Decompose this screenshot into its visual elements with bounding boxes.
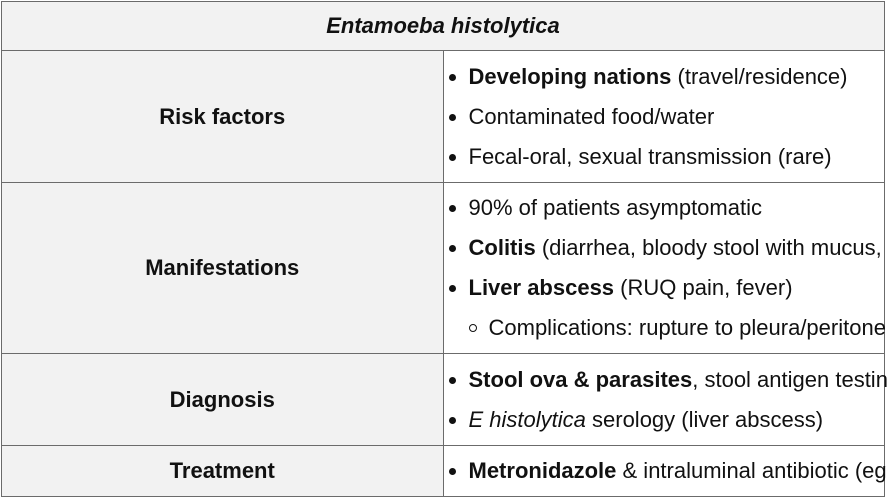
bullet-icon bbox=[448, 153, 456, 161]
row-label-manifestations: Manifestations bbox=[1, 182, 444, 354]
bullet-icon bbox=[448, 285, 456, 292]
treatment-content: Metronidazole & intraluminal antibiotic … bbox=[442, 445, 887, 497]
bullet-icon bbox=[448, 468, 456, 475]
list-item: Liver abscess (RUQ pain, fever) bbox=[444, 268, 885, 308]
hollow-bullet-icon bbox=[468, 324, 477, 332]
row-diagnosis: Diagnosis Stool ova & parasites, stool a… bbox=[1, 353, 887, 446]
row-treatment: Treatment Metronidazole & intraluminal a… bbox=[1, 445, 887, 497]
list-item: Stool ova & parasites, stool antigen tes… bbox=[444, 360, 887, 400]
bullet-icon bbox=[448, 73, 456, 81]
row-manifestations: Manifestations 90% of patients asymptoma… bbox=[1, 182, 887, 354]
list-item: Developing nations (travel/residence) bbox=[444, 57, 885, 97]
row-label-risk-factors: Risk factors bbox=[1, 50, 444, 183]
title-row: Entamoeba histolytica bbox=[1, 1, 885, 51]
diagnosis-content: Stool ova & parasites, stool antigen tes… bbox=[442, 353, 887, 446]
sub-list-item: Complications: rupture to pleura/periton… bbox=[444, 308, 887, 348]
list-item: Colitis (diarrhea, bloody stool with muc… bbox=[444, 228, 887, 268]
bullet-icon bbox=[448, 113, 456, 121]
bullet-icon bbox=[448, 416, 456, 424]
manifestations-content: 90% of patients asymptomatic Colitis (di… bbox=[442, 182, 887, 354]
row-risk-factors: Risk factors Developing nations (travel/… bbox=[1, 50, 885, 183]
list-item: 90% of patients asymptomatic bbox=[444, 188, 885, 228]
table-title: Entamoeba histolytica bbox=[1, 1, 885, 51]
row-label-diagnosis: Diagnosis bbox=[1, 353, 444, 446]
list-item: Contaminated food/water bbox=[444, 97, 885, 137]
bullet-icon bbox=[448, 205, 456, 212]
list-item: Metronidazole & intraluminal antibiotic … bbox=[444, 451, 887, 491]
risk-factors-content: Developing nations (travel/residence) Co… bbox=[442, 50, 885, 183]
row-label-treatment: Treatment bbox=[1, 445, 444, 497]
list-item: E histolytica serology (liver abscess) bbox=[444, 400, 885, 440]
list-item: Fecal-oral, sexual transmission (rare) bbox=[444, 137, 885, 177]
bullet-icon bbox=[448, 245, 456, 252]
bullet-icon bbox=[448, 376, 456, 384]
